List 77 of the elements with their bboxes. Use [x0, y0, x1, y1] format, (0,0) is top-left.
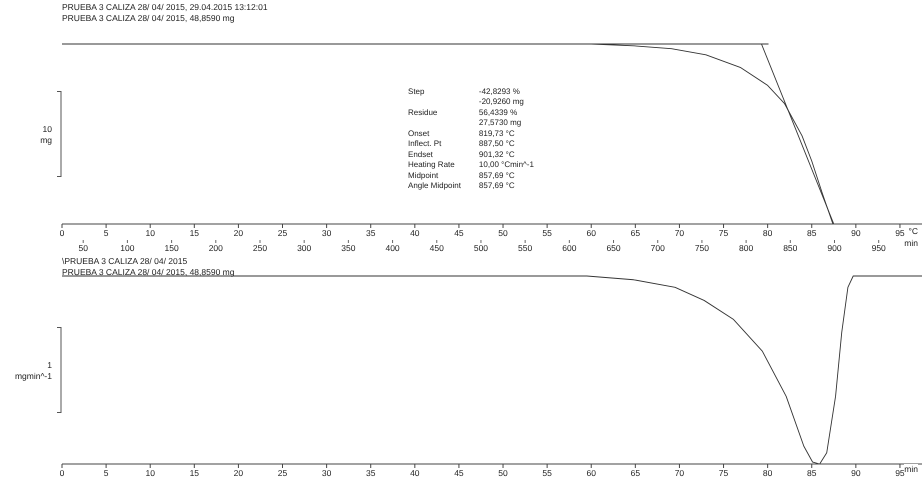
text: Inflect. Pt 887,50 °C: [408, 139, 515, 148]
x-tick-label: 80: [762, 468, 773, 478]
x-tick-label: 15: [190, 228, 200, 238]
x-tick-label: 40: [410, 228, 420, 238]
x2-tick-label: 800: [739, 243, 754, 254]
x-tick-label: 75: [718, 468, 729, 478]
text: Endset 901,32 °C: [408, 150, 515, 159]
x-tick-label: 0: [60, 468, 65, 478]
x-tick-label: 55: [542, 228, 552, 238]
x-tick-label: 35: [366, 228, 376, 238]
text: Heating Rate 10,00 °Cmin^-1: [408, 160, 534, 170]
x2-tick-label: 550: [518, 243, 533, 254]
x2-tick-label: 900: [827, 243, 842, 254]
x-tick-label: 90: [851, 228, 861, 238]
x-tick-label: 20: [234, 228, 244, 238]
text: Onset 819,73 °C: [408, 128, 515, 138]
x2-tick-label: 100: [120, 243, 135, 254]
x-tick-label: 35: [366, 468, 376, 478]
y-axis-title: 1 mgmin^-1: [14, 360, 52, 382]
x-axis-title: min: [904, 238, 918, 248]
x2-tick-label: 300: [297, 243, 312, 254]
x-tick-label: 15: [190, 468, 200, 478]
x-tick-label: 80: [762, 228, 773, 238]
x-tick-label: 20: [234, 468, 244, 478]
x-tick-label: 95: [895, 468, 905, 478]
x-tick-label: 50: [498, 228, 508, 238]
x-tick-label: 70: [674, 228, 684, 238]
x2-tick-label: 750: [694, 243, 710, 254]
x-tick-label: 50: [498, 468, 508, 478]
x2-tick-label: 650: [606, 243, 621, 254]
chart-subtitle: PRUEBA 3 CALIZA 28/ 04/ 2015, 48,8590 mg: [62, 13, 236, 24]
x-tick-label: 90: [851, 468, 861, 478]
x2-tick-label: 950: [872, 243, 886, 254]
x-tick-label: 10: [145, 228, 156, 238]
y-axis-title: 10 mg: [39, 124, 52, 146]
text: Residue 56,4339 %: [408, 108, 518, 117]
chart-title: \PRUEBA 3 CALIZA 28/ 04/ 2015: [62, 256, 188, 267]
x2-tick-label: 250: [252, 243, 268, 254]
x-tick-label: 25: [278, 228, 288, 238]
x-tick-label: 95: [895, 228, 905, 238]
text: Angle Midpoint 857,69 °C: [408, 181, 515, 190]
x-tick-label: 10: [145, 468, 156, 478]
x2-tick-label: 600: [562, 243, 577, 254]
x-tick-label: 25: [278, 468, 288, 478]
annotation: 27,5730 mg: [478, 118, 522, 128]
x-tick-label: 65: [630, 228, 640, 238]
text: Step -42,8293 %: [408, 86, 520, 96]
x-tick-label: 40: [410, 468, 420, 478]
x-tick-label: 45: [454, 228, 464, 238]
x2-tick-label: 700: [650, 243, 666, 254]
x-tick-label: 85: [807, 228, 817, 238]
x-tick-label: 60: [586, 228, 596, 238]
x-tick-label: 55: [542, 468, 552, 478]
x-tick-label: 70: [674, 468, 684, 478]
x-tick-label: 65: [630, 468, 640, 478]
x-tick-label: 75: [718, 228, 729, 238]
x2-tick-label: 850: [783, 243, 798, 254]
x2-axis-title: °C: [908, 226, 918, 236]
x-tick-label: 5: [104, 228, 109, 238]
x2-tick-label: 200: [208, 243, 224, 254]
x-axis-title: min: [904, 464, 918, 474]
text: Midpoint 857,69 °C: [408, 170, 515, 180]
x-tick-label: 0: [60, 228, 65, 238]
chart-title: PRUEBA 3 CALIZA 28/ 04/ 2015, 29.04.2015 13:12:01: [62, 2, 268, 13]
x2-tick-label: 150: [164, 243, 179, 254]
x-tick-label: 5: [104, 468, 109, 478]
x-tick-label: 30: [322, 468, 332, 478]
x2-tick-label: 500: [474, 243, 488, 254]
x2-tick-label: 400: [385, 243, 400, 254]
annotation: -20,9260 mg: [478, 96, 525, 107]
x2-tick-label: 350: [341, 243, 356, 254]
x-tick-label: 85: [807, 468, 817, 478]
x-tick-label: 45: [454, 468, 464, 478]
x2-tick-label: 50: [78, 243, 88, 254]
x2-tick-label: 450: [430, 243, 444, 254]
x-tick-label: 60: [586, 468, 596, 478]
x-tick-label: 30: [322, 228, 332, 238]
